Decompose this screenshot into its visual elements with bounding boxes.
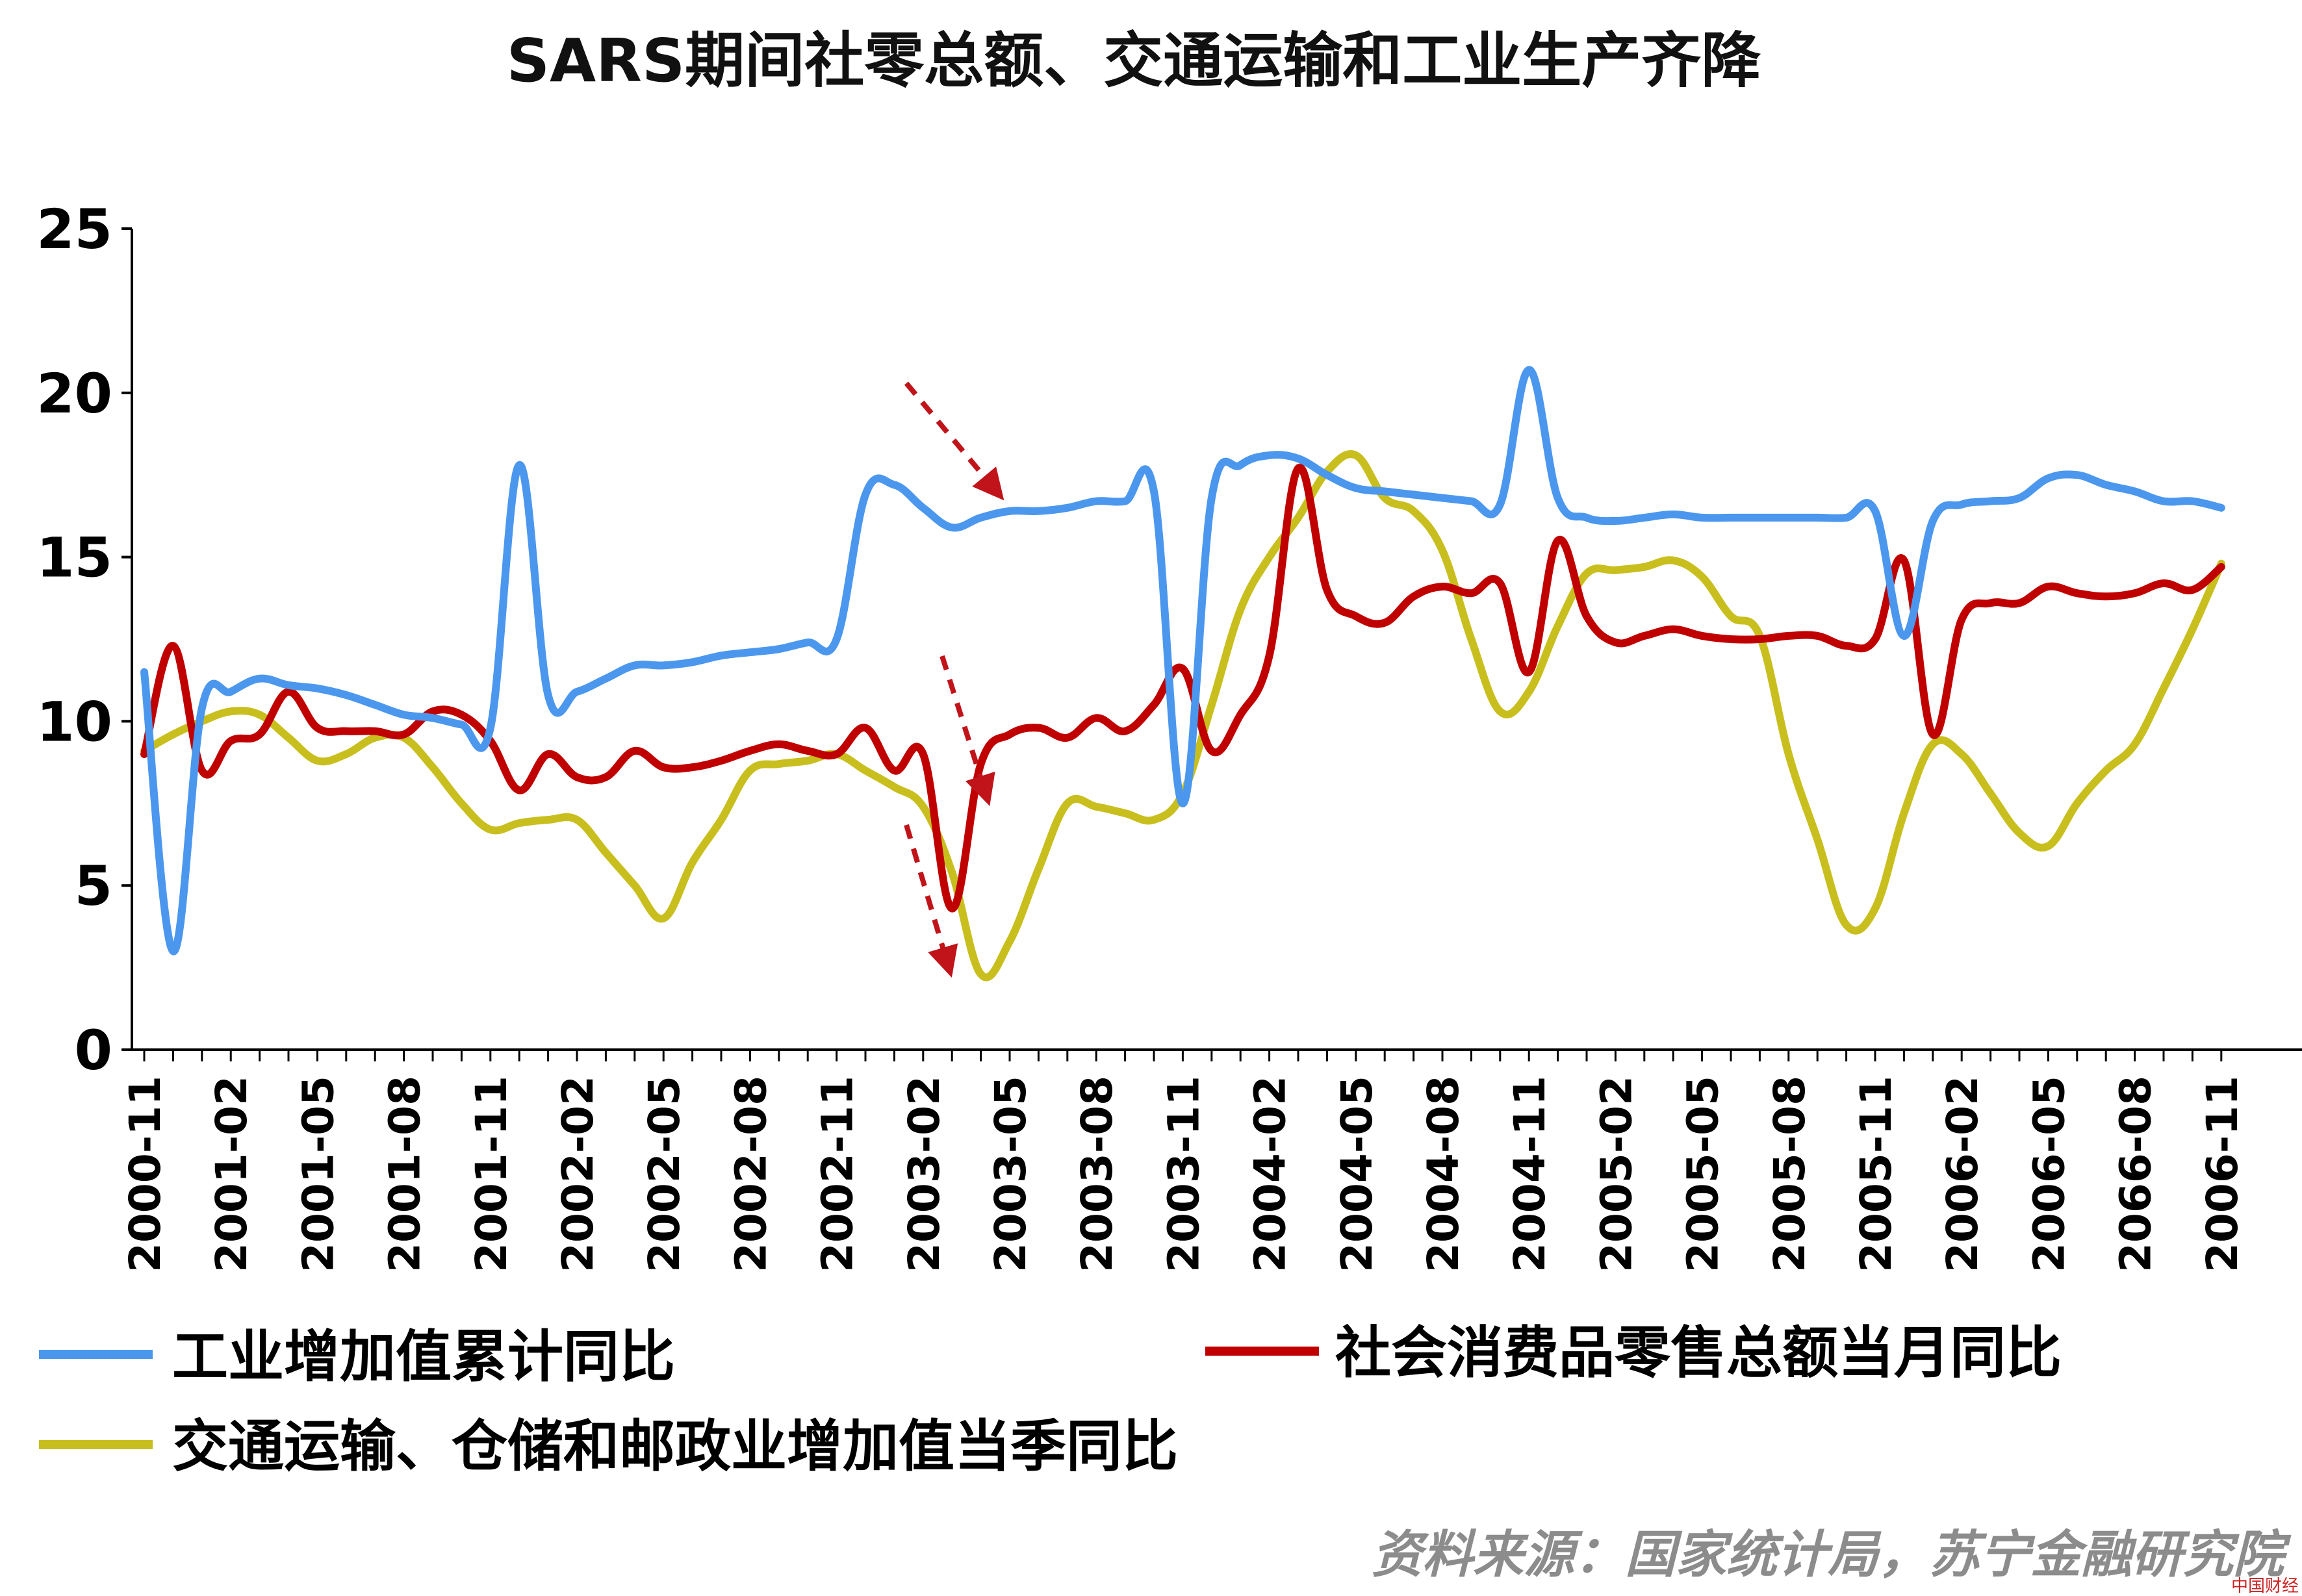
x-axis-ticks: 2000-11 2001-02 2001-05 2001-08 2001-11 2002-… — [120, 1050, 2247, 1273]
x-tick-label: 2003-08 — [1072, 1076, 1122, 1273]
x-tick-label: 2006-11 — [2197, 1076, 2247, 1273]
watermark: 中国财经 — [2231, 1577, 2299, 1596]
source-note: 资料来源：国家统计局，苏宁金融研究院 — [1372, 1526, 2292, 1584]
x-tick-label: 2000-11 — [120, 1076, 170, 1273]
x-tick-label: 2003-05 — [986, 1076, 1036, 1273]
chart-title: SARS期间社零总额、交通运输和工业生产齐降 — [507, 26, 1761, 95]
x-tick-label: 2003-11 — [1158, 1076, 1209, 1273]
x-tick-label: 2006-02 — [1938, 1076, 1988, 1273]
x-tick-label: 2005-11 — [1851, 1076, 1901, 1273]
legend-label-industry: 工业增加值累计同比 — [172, 1324, 675, 1389]
x-tick-label: 2005-02 — [1591, 1076, 1641, 1273]
x-tick-label: 2004-11 — [1505, 1076, 1555, 1273]
x-tick-label: 2004-02 — [1246, 1076, 1296, 1273]
x-tick-label: 2003-02 — [899, 1076, 949, 1273]
legend-label-retail: 社会消费品零售总额当月同比 — [1335, 1321, 2062, 1386]
x-tick-label: 2001-11 — [467, 1076, 517, 1273]
series-line-retail — [140, 463, 2225, 913]
dashed-arrow-industry — [904, 381, 1004, 501]
x-tick-label: 2005-08 — [1765, 1076, 1815, 1273]
x-tick-label: 2004-05 — [1332, 1076, 1382, 1273]
x-tick-label: 2002-08 — [726, 1076, 776, 1273]
legend: 工业增加值累计同比 社会消费品零售总额当月同比 交通运输、仓储和邮政业增加值当季… — [39, 1321, 2062, 1479]
x-tick-label: 2002-02 — [553, 1076, 603, 1273]
y-tick-label: 15 — [36, 526, 112, 590]
x-tick-label: 2066-08 — [2111, 1076, 2161, 1273]
y-tick-label: 25 — [36, 197, 112, 261]
x-tick-label: 2001-05 — [293, 1076, 343, 1273]
series-line-transport — [140, 450, 2225, 982]
x-tick-label: 2004-08 — [1418, 1076, 1468, 1273]
y-axis-ticks: 0 5 10 15 20 25 — [36, 197, 132, 1082]
x-tick-label: 2002-11 — [813, 1076, 863, 1273]
y-tick-label: 10 — [36, 690, 112, 754]
series-line-industry — [140, 366, 2225, 956]
x-tick-label: 2005-05 — [1678, 1076, 1728, 1273]
y-tick-label: 0 — [75, 1019, 112, 1082]
legend-label-transport: 交通运输、仓储和邮政业增加值当季同比 — [172, 1414, 1178, 1479]
x-tick-label: 2001-02 — [207, 1076, 257, 1273]
y-tick-label: 5 — [75, 854, 112, 918]
x-tick-label: 2002-05 — [639, 1076, 689, 1273]
x-tick-label: 2006-05 — [2024, 1076, 2074, 1273]
series-lines — [140, 366, 2225, 982]
y-tick-label: 20 — [36, 362, 112, 425]
x-tick-label: 2001-08 — [380, 1076, 430, 1273]
